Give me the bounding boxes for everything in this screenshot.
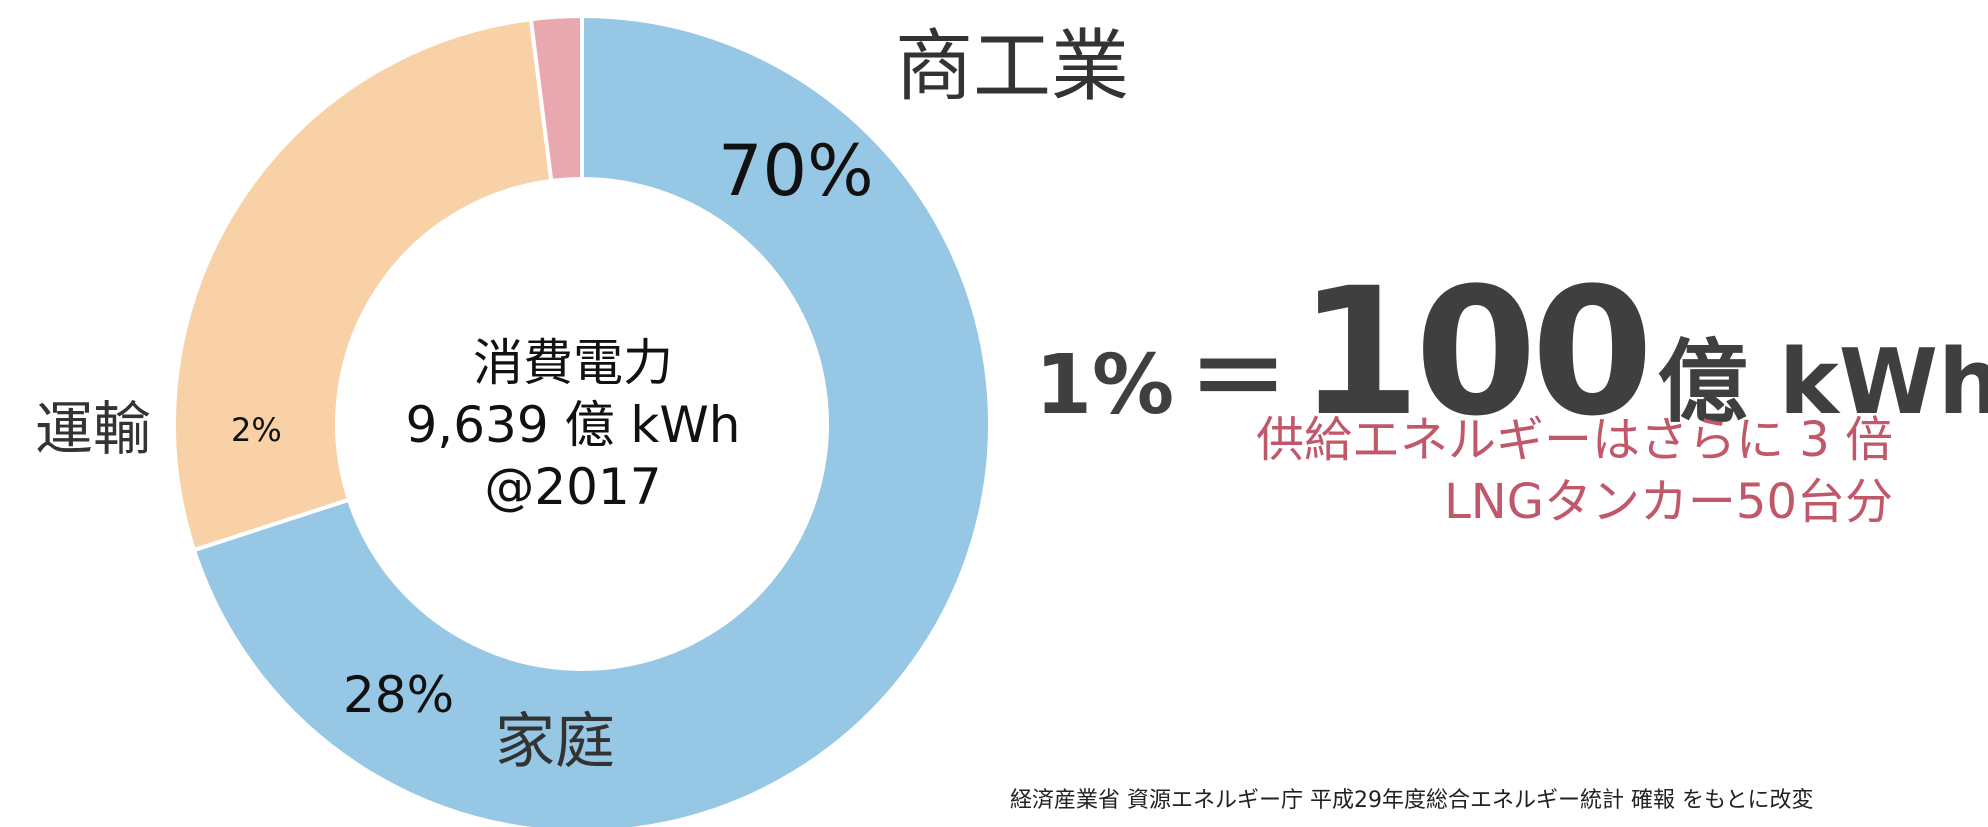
note-lng-tankers: LNGタンカー50台分 (1444, 474, 1893, 530)
donut-segment-1 (172, 16, 554, 553)
note-supply-energy: 供給エネルギーはさらに 3 倍 (1255, 412, 1893, 468)
value-household: 28% (343, 666, 455, 724)
donut-chart (172, 13, 992, 827)
equals-sign: ＝ (1188, 320, 1289, 437)
value-commercial-industrial: 70% (718, 130, 874, 212)
value-transport: 2% (231, 411, 282, 449)
donut-segment-2 (528, 13, 584, 184)
label-commercial-industrial: 商工業 (895, 22, 1130, 112)
donut-segment-0 (191, 13, 992, 827)
center-title: 消費電力 (473, 334, 673, 392)
label-transport: 運輸 (35, 395, 152, 463)
equivalence-unit: 億 kWh (1657, 330, 1988, 435)
source-citation: 経済産業省 資源エネルギー庁 平成29年度総合エネルギー統計 確報 をもとに改変 (1010, 788, 1814, 813)
label-household: 家庭 (495, 707, 615, 777)
center-year: @2017 (484, 458, 662, 516)
center-total: 9,639 億 kWh (405, 396, 741, 454)
equivalence-amount: 100 (1298, 250, 1653, 455)
equivalence-statement: 1% ＝ 100 億 kWh (1035, 265, 1988, 441)
equivalence-percent: 1% (1035, 338, 1175, 433)
